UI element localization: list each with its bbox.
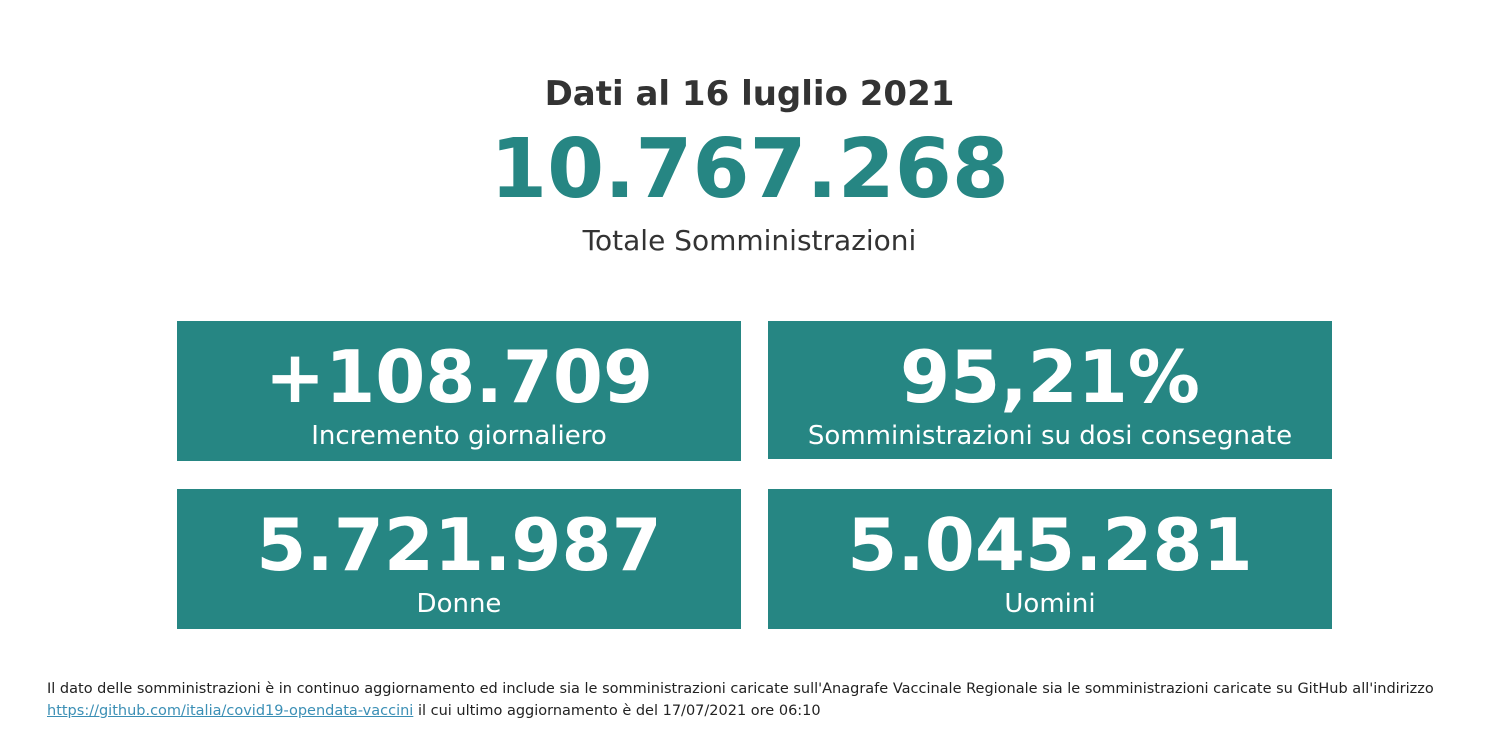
github-link[interactable]: https://github.com/italia/covid19-openda… <box>47 703 414 719</box>
doses-ratio-label: Somministrazioni su dosi consegnate <box>807 421 1293 451</box>
men-card: 5.045.281 Uomini <box>768 489 1332 629</box>
women-value: 5.721.987 <box>256 503 662 587</box>
daily-increment-label: Incremento giornaliero <box>311 421 607 451</box>
doses-ratio-card: 95,21% Somministrazioni su dosi consegna… <box>768 321 1332 459</box>
daily-increment-card: +108.709 Incremento giornaliero <box>177 321 741 461</box>
footnote: Il dato delle somministrazioni è in cont… <box>47 678 1487 722</box>
women-card: 5.721.987 Donne <box>177 489 741 629</box>
footnote-text-after: il cui ultimo aggiornamento è del 17/07/… <box>417 703 821 719</box>
total-administrations-caption: Totale Somministrazioni <box>582 224 917 257</box>
men-label: Uomini <box>1004 589 1096 619</box>
men-value: 5.045.281 <box>847 503 1253 587</box>
daily-increment-value: +108.709 <box>264 335 654 419</box>
doses-ratio-value: 95,21% <box>900 335 1200 419</box>
data-date-title: Dati al 16 luglio 2021 <box>544 74 955 114</box>
women-label: Donne <box>416 589 502 619</box>
footnote-text-before: Il dato delle somministrazioni è in cont… <box>47 681 1434 697</box>
total-administrations-value: 10.767.268 <box>490 122 1009 217</box>
